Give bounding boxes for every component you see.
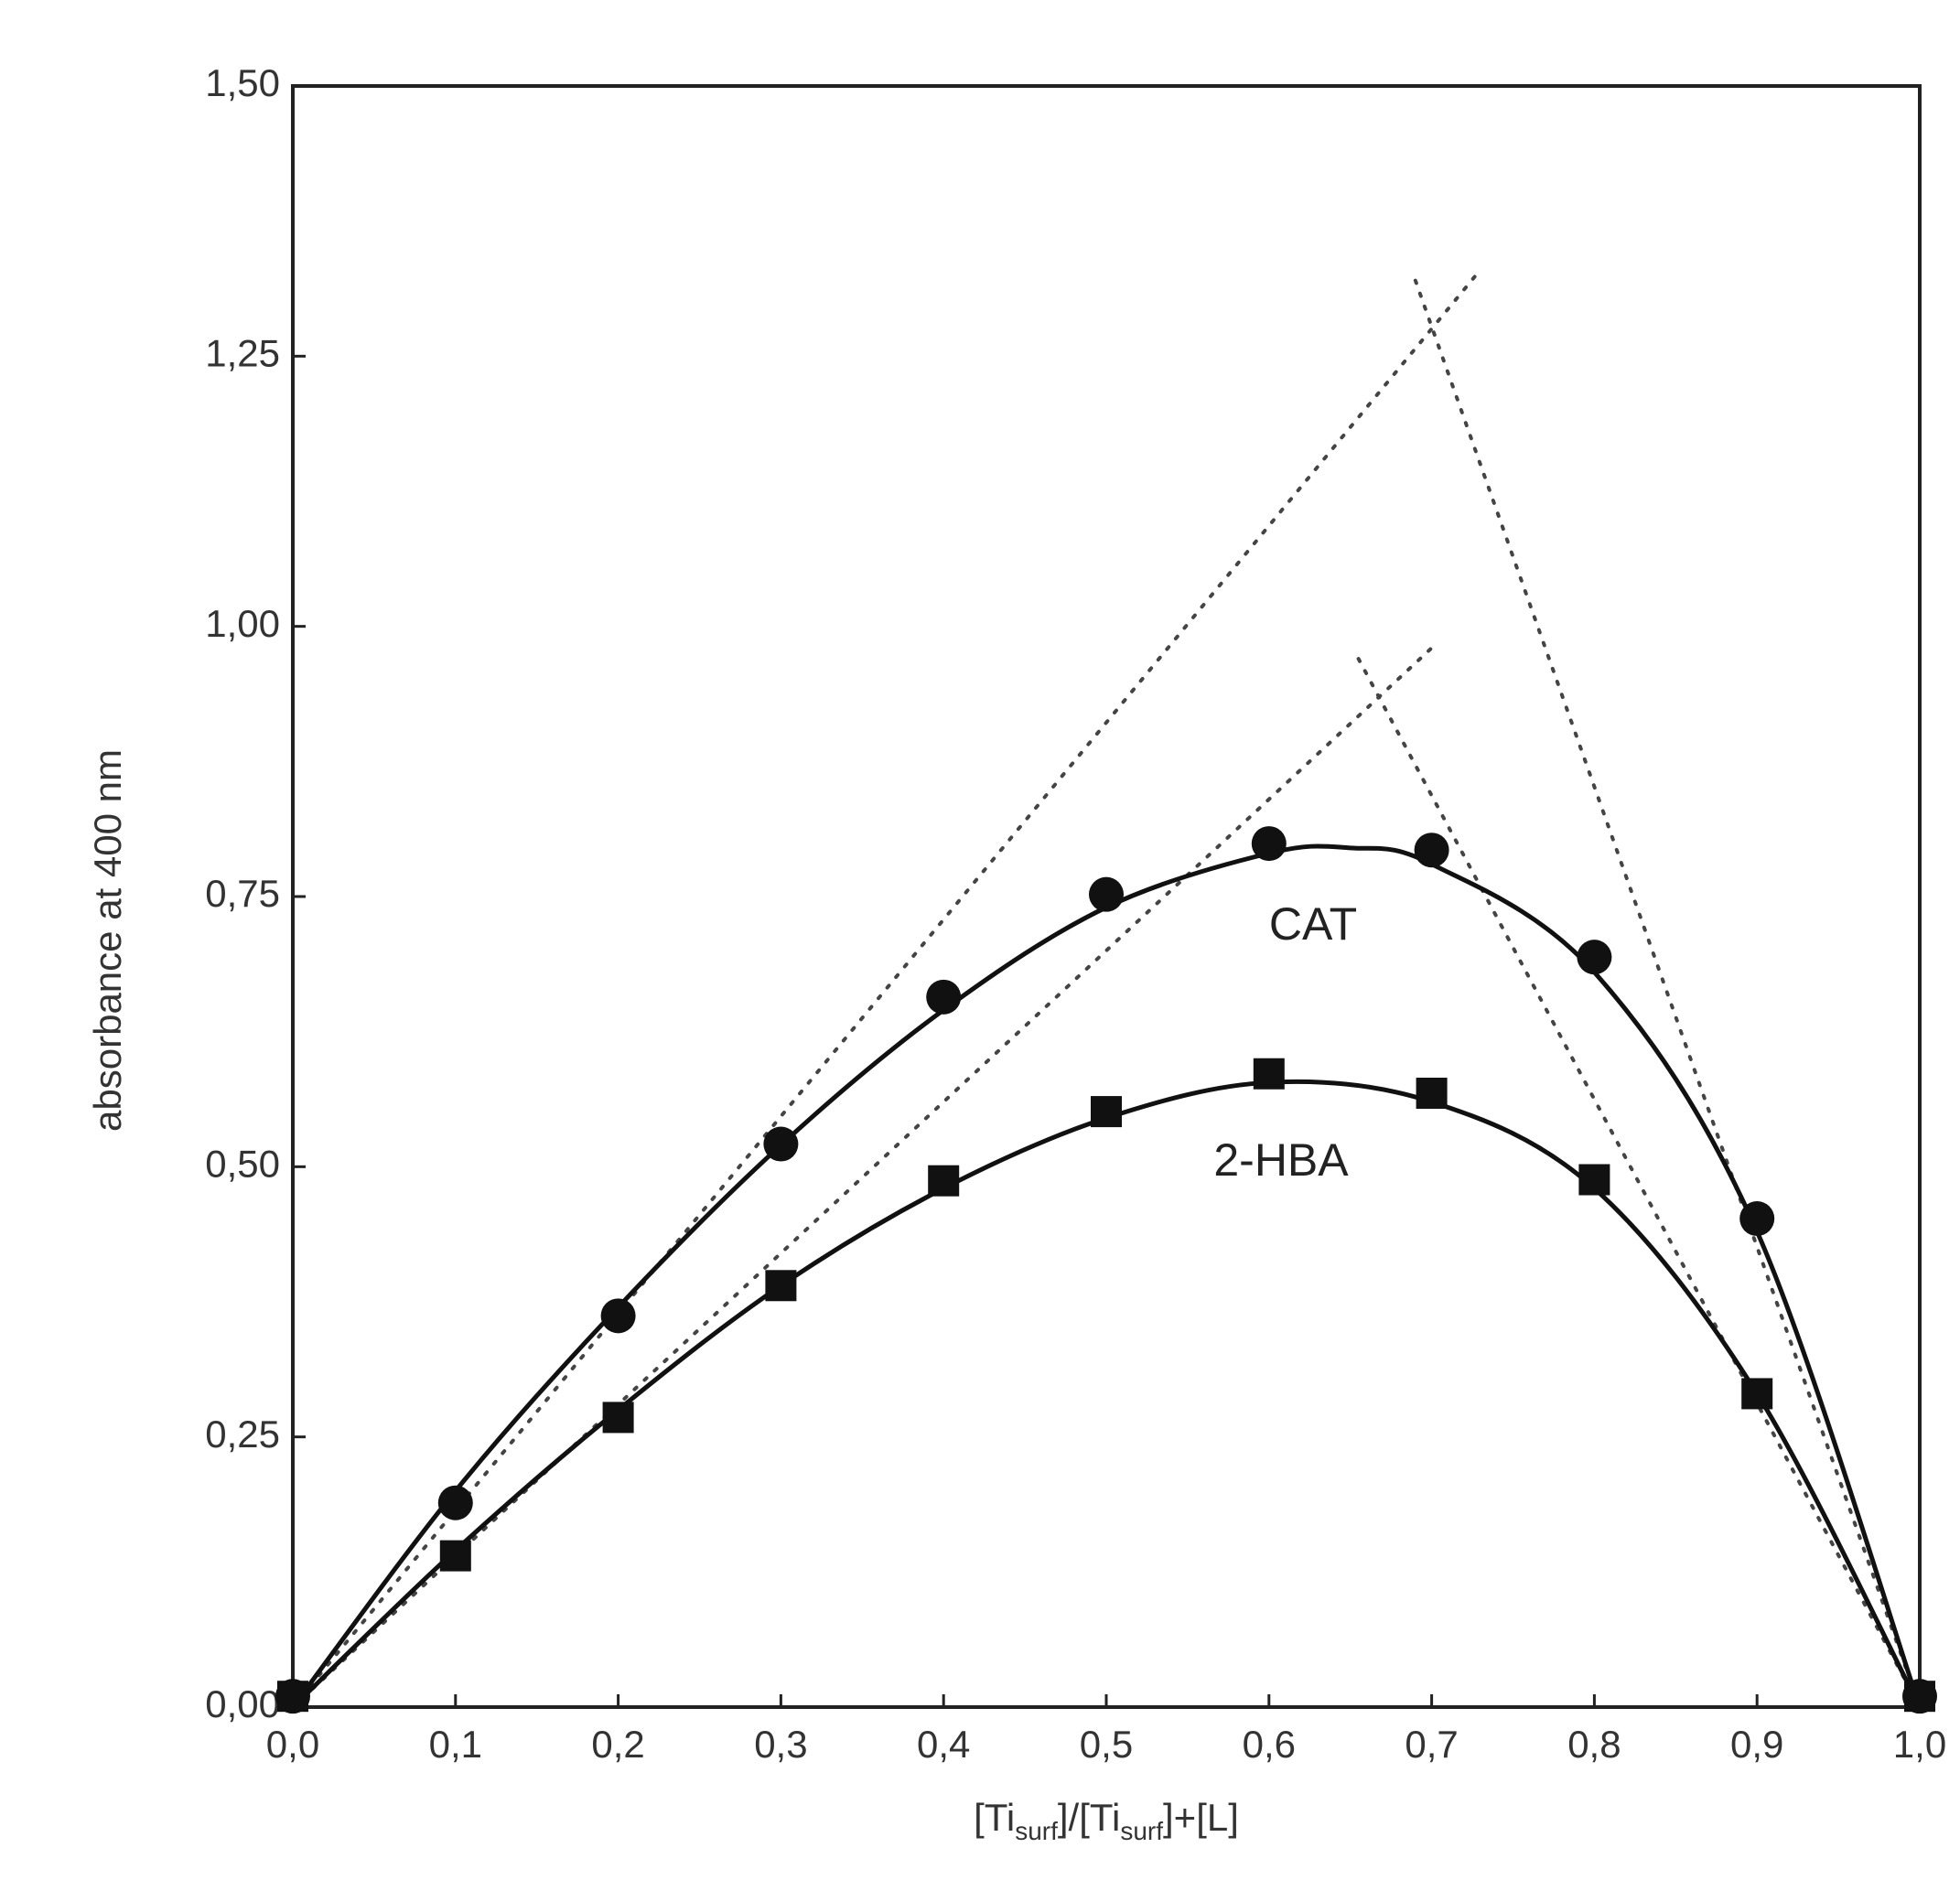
point	[600, 1298, 636, 1334]
point	[1091, 1096, 1122, 1128]
x-tick-label: 0,9	[1730, 1723, 1783, 1766]
curve-label: 2-HBA	[1213, 1134, 1349, 1186]
x-label-part: [Ti	[974, 1796, 1015, 1839]
x-label-sub: surf	[1015, 1817, 1058, 1845]
y-tick-label: 1,25	[205, 331, 280, 374]
x-tick-label: 1,0	[1893, 1723, 1946, 1766]
y-axis-label: absorbance at 400 nm	[86, 749, 129, 1132]
y-tick-label: 1,00	[205, 602, 280, 645]
point	[277, 1681, 308, 1713]
guide-line	[1413, 278, 1922, 1709]
curve-label: CAT	[1269, 898, 1357, 950]
y-tick-label: 0,50	[205, 1142, 280, 1185]
x-label-sub: surf	[1120, 1817, 1163, 1845]
point	[1578, 1164, 1610, 1196]
y-tick-label: 0,00	[205, 1682, 280, 1725]
x-axis-label: [Tisurf]/[Tisurf]+[L]	[974, 1796, 1239, 1845]
point	[1904, 1681, 1935, 1713]
y-tick-label: 0,75	[205, 872, 280, 915]
x-label-part: ]/[Ti	[1058, 1796, 1120, 1839]
guide-line	[1356, 657, 1922, 1709]
point	[926, 979, 962, 1015]
x-tick-label: 0,4	[917, 1723, 970, 1766]
x-tick-label: 0,3	[754, 1723, 807, 1766]
point	[765, 1270, 797, 1302]
point	[1089, 876, 1124, 912]
x-tick-label: 0,1	[429, 1723, 482, 1766]
x-label-part: ]+[L]	[1163, 1796, 1239, 1839]
point	[1577, 940, 1612, 975]
guide-line	[291, 646, 1434, 1709]
x-tick-label: 0,7	[1405, 1723, 1458, 1766]
x-tick-label: 0,6	[1243, 1723, 1296, 1766]
point	[1253, 1058, 1285, 1090]
point	[928, 1165, 960, 1197]
point	[439, 1540, 471, 1572]
point	[1251, 826, 1287, 862]
x-tick-label: 0,8	[1567, 1723, 1621, 1766]
point	[763, 1126, 799, 1162]
guide-line	[291, 267, 1482, 1709]
point	[602, 1402, 634, 1434]
fit-curve	[291, 843, 1922, 1709]
point	[1414, 833, 1449, 868]
point	[1739, 1201, 1775, 1237]
point	[1741, 1378, 1773, 1410]
x-tick-label: 0,5	[1080, 1723, 1133, 1766]
x-tick-label: 0,0	[266, 1723, 319, 1766]
point	[437, 1485, 473, 1520]
y-tick-label: 1,50	[205, 61, 280, 104]
x-tick-label: 0,2	[591, 1723, 644, 1766]
point	[1416, 1078, 1448, 1110]
y-tick-label: 0,25	[205, 1413, 280, 1456]
